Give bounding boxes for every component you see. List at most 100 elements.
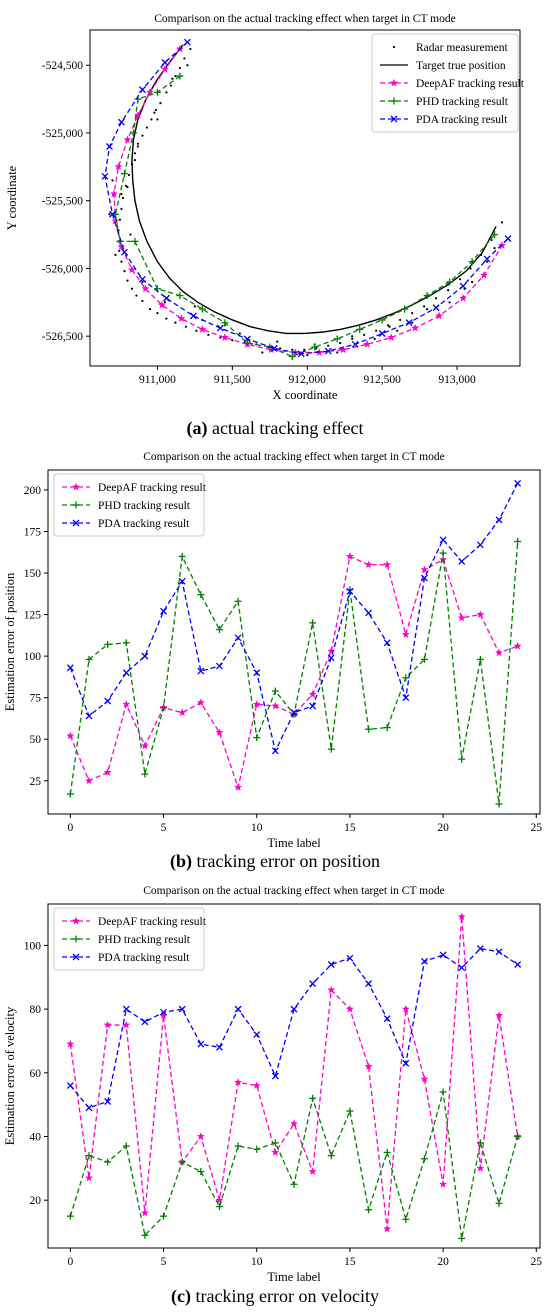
chart-a-x-tick-label: 913,000 — [438, 374, 476, 386]
chart-a-series-pda-tracking-result-point — [270, 344, 278, 352]
chart-b-series-phd-tracking-result-point — [514, 537, 522, 545]
chart-a-series-deepaf-tracking-result-point — [411, 323, 420, 332]
chart-b-series-phd-tracking-result-point — [122, 639, 130, 647]
chart-a-y-tick-label: -524,500 — [42, 60, 83, 72]
chart-b-series-pda-tracking-result-point — [85, 712, 93, 720]
chart-a-series-radar-measurement-point — [169, 84, 173, 87]
chart-c-series-phd-tracking-result-point — [514, 1133, 522, 1141]
chart-c-series-phd-tracking-result-point — [309, 1094, 317, 1102]
chart-a-series-radar-measurement-point — [336, 351, 339, 354]
chart-c-series-pda-tracking-result-point — [290, 1005, 298, 1013]
chart-a-series-radar-measurement-point — [373, 337, 376, 341]
chart-b-series-deepaf-tracking-result-point — [196, 698, 205, 707]
chart-b-series-deepaf-tracking-result-point — [513, 641, 522, 650]
chart-a-series-radar-measurement-point — [120, 260, 123, 263]
chart-b-series-pda-tracking-result-point — [215, 662, 223, 670]
chart-c-series-deepaf-tracking-result-point — [233, 1078, 243, 1086]
chart-a-series-pda-tracking-result-point — [162, 294, 170, 302]
velocity-error-chart: Comparison on the actual tracking effect… — [3, 885, 542, 1282]
chart-b-series-phd-tracking-result-point — [365, 725, 373, 733]
chart-b-series-deepaf-tracking-result-point — [383, 560, 392, 569]
chart-a-series-radar-measurement-point — [114, 253, 117, 257]
chart-c-legend-marker — [72, 953, 80, 961]
chart-b-series-pda-tracking-result-point — [178, 577, 186, 585]
chart-a-series-radar-measurement-point — [426, 307, 429, 311]
chart-b-y-tick-label: 200 — [24, 485, 42, 497]
chart-c-series-pda-tracking-result-point — [365, 980, 373, 988]
chart-a-series-phd-tracking-result — [111, 72, 499, 361]
chart-a-series-radar-measurement-point — [207, 333, 210, 336]
chart-c-legend: DeepAF tracking result PHD tracking resul… — [53, 907, 207, 971]
chart-a-series-deepaf-tracking-result-point — [363, 339, 372, 348]
chart-a-series-deepaf-tracking-result-point — [198, 325, 207, 333]
chart-a-series-radar-measurement-point — [174, 321, 177, 324]
chart-a-x-axis-label: X coordinate — [273, 388, 338, 402]
chart-c-series-phd-tracking-result-point — [439, 1088, 447, 1096]
chart-b-y-tick-label: 75 — [30, 693, 42, 705]
chart-a-series-radar-measurement-point — [108, 213, 111, 216]
chart-a-series-phd-tracking-result-point — [221, 319, 229, 327]
chart-c-series-phd-tracking-result-point — [141, 1231, 149, 1239]
chart-c-series-phd-tracking-result-point — [495, 1199, 503, 1207]
chart-a-series-pda-tracking-result — [101, 38, 512, 358]
chart-c-series-pda-tracking-result-point — [215, 1043, 223, 1051]
chart-b-x-tick-label: 10 — [251, 822, 263, 834]
chart-a-series-radar-measurement-point — [195, 329, 198, 332]
chart-a-series-phd-tracking-result-point — [198, 305, 206, 313]
chart-a-series-pda-tracking-result-point — [109, 210, 116, 218]
chart-c-series-pda-tracking-result-point — [309, 980, 317, 988]
chart-c-y-tick-label: 60 — [30, 1068, 42, 1080]
chart-a-series-radar-measurement-point — [434, 297, 438, 300]
chart-panel-a: Comparison on the actual tracking effect… — [0, 0, 550, 414]
chart-c-series-pda-tracking-result-point — [253, 1031, 261, 1039]
chart-a-series-target-true-position — [131, 44, 497, 335]
chart-c-legend-marker — [71, 916, 81, 925]
chart-a-series-deepaf-tracking-result-point — [145, 87, 155, 96]
chart-c-series-deepaf-tracking-result-point — [84, 1173, 94, 1182]
chart-b-series-pda-tracking-result-point — [402, 694, 410, 702]
chart-b-series-pda-tracking-result-point — [383, 639, 391, 647]
chart-b-series-pda-tracking-result-point — [514, 479, 522, 487]
chart-a-series-phd-tracking-result-point — [401, 305, 409, 313]
chart-a-series-radar-measurement-point — [145, 126, 149, 129]
chart-a-series-radar-measurement-point — [306, 354, 309, 357]
chart-a-legend-label: PHD tracking result — [416, 96, 509, 108]
chart-b-series-pda-tracking-result-point — [141, 652, 149, 660]
chart-a-series-deepaf-tracking-result-line — [113, 48, 503, 354]
chart-b-series-pda-tracking-result-point — [197, 667, 205, 675]
chart-b-series-deepaf-tracking-result-point — [140, 741, 150, 750]
chart-a-series-phd-tracking-result-point — [356, 325, 364, 333]
chart-a-series-radar-measurement-point — [111, 179, 114, 182]
chart-b-y-tick-label: 100 — [24, 651, 42, 663]
chart-a-series-pda-tracking-result-point — [183, 38, 191, 46]
chart-a-y-axis-label: Y coordinate — [5, 165, 19, 230]
chart-b-series-phd-tracking-result-point — [66, 790, 74, 798]
chart-b-series-phd-tracking-result-point — [476, 655, 484, 663]
chart-b-x-tick-label: 15 — [344, 822, 356, 834]
chart-a-series-pda-tracking-result-point — [324, 347, 332, 355]
chart-b-legend-marker — [72, 519, 80, 527]
chart-a-series-phd-tracking-result-point — [176, 72, 184, 80]
chart-a-series-phd-tracking-result-point — [446, 278, 454, 286]
chart-b-series-phd-tracking-result-point — [85, 655, 93, 663]
chart-c-series-phd-tracking-result-point — [290, 1180, 298, 1188]
chart-a-series-radar-measurement-point — [121, 196, 125, 200]
chart-b-series-deepaf-tracking-result-point — [420, 565, 429, 574]
chart-a-y-tick-label: -525,000 — [42, 128, 83, 140]
chart-c-series-pda-tracking-result-point — [495, 948, 503, 956]
chart-b-series-deepaf-tracking-result-point — [233, 783, 243, 791]
chart-c-series-phd-tracking-result-point — [122, 1142, 130, 1150]
chart-c-series-pda-tracking-result-point — [346, 954, 354, 962]
chart-c-series-pda-tracking-result-point — [402, 1059, 410, 1067]
chart-a-series-pda-tracking-result-point — [378, 330, 386, 337]
chart-a-series-radar-measurement-point — [339, 341, 342, 345]
chart-c-series-pda-tracking-result-point — [178, 1005, 186, 1013]
chart-a-series-pda-tracking-result-point — [161, 59, 169, 66]
chart-a-series-radar-measurement-point — [327, 344, 330, 347]
chart-b-series-deepaf-tracking-result-point — [401, 630, 410, 639]
chart-b-series-phd-tracking-result-point — [253, 734, 261, 742]
chart-c-y-tick-label: 80 — [30, 1004, 42, 1016]
chart-a-series-radar-measurement-point — [363, 333, 366, 336]
chart-b-series-deepaf-tracking-result-point — [122, 699, 131, 708]
chart-b-series-deepaf-tracking-result-point — [215, 728, 224, 737]
